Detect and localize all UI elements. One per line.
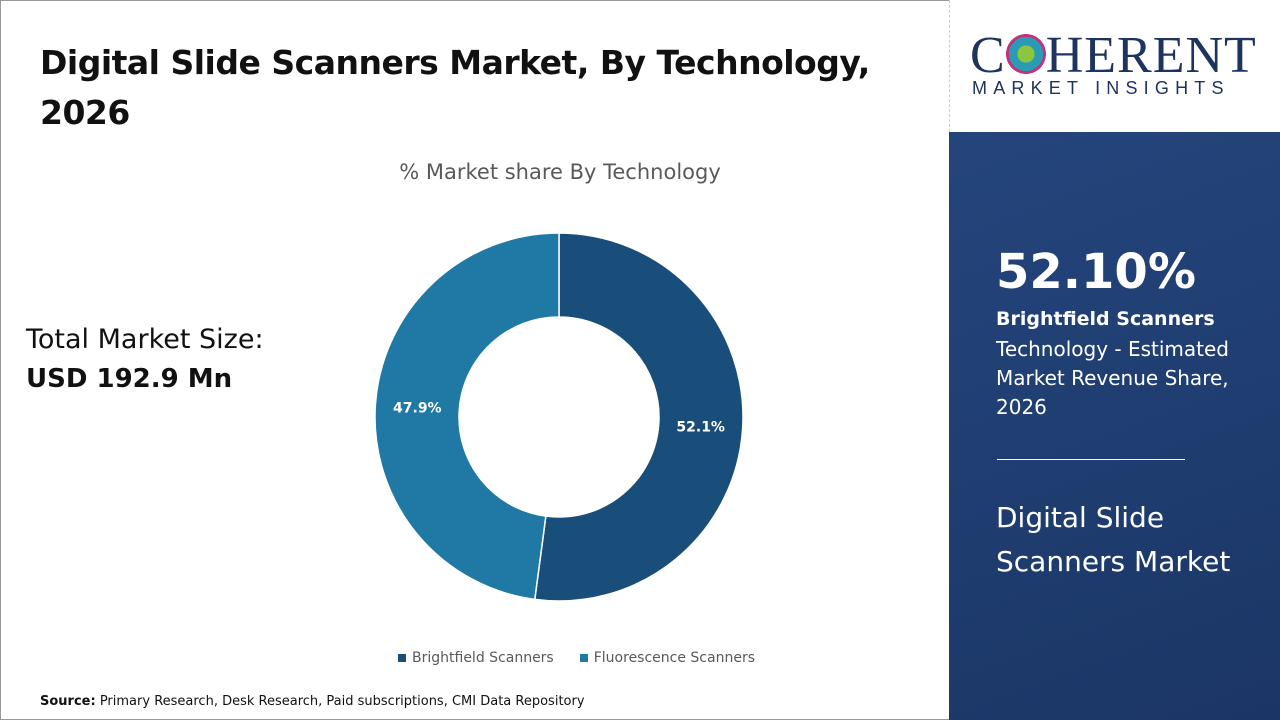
logo-tagline: MARKET INSIGHTS	[972, 78, 1230, 98]
legend-swatch	[579, 654, 588, 662]
source-note: Source: Primary Research, Desk Research,…	[40, 694, 585, 709]
highlight-segment: Brightfield Scanners	[996, 308, 1215, 330]
market-name: Digital Slide Scanners Market	[996, 501, 1231, 578]
highlight-panel: 52.10% Brightfield Scanners Technology -…	[949, 132, 1280, 720]
donut-slice-1	[374, 232, 560, 601]
chart-title: % Market share By Technology	[399, 160, 721, 184]
logo-wordmark: C HERENT	[970, 27, 1257, 84]
divider	[997, 459, 1185, 460]
total-market-label: Total Market Size:	[26, 324, 264, 355]
total-market-value: USD 192.9 Mn	[26, 364, 233, 394]
legend-item-brightfield: Brightfield Scanners	[398, 650, 554, 666]
page-title: Digital Slide Scanners Market, By Techno…	[40, 43, 870, 132]
highlight-percent: 52.10%	[996, 244, 1196, 300]
data-label-0: 52.1%	[676, 419, 725, 435]
legend-swatch	[398, 654, 406, 662]
highlight-description: Technology - Estimated Market Revenue Sh…	[996, 337, 1229, 419]
legend-item-fluorescence: Fluorescence Scanners	[579, 650, 755, 666]
logo: C HERENT MARKET INSIGHTS	[949, 0, 1280, 132]
donut-chart: 52.1% 47.9%	[374, 232, 744, 602]
donut-slice-0	[533, 232, 744, 602]
chart-legend: Brightfield Scanners Fluorescence Scanne…	[398, 650, 755, 666]
data-label-1: 47.9%	[393, 401, 442, 417]
